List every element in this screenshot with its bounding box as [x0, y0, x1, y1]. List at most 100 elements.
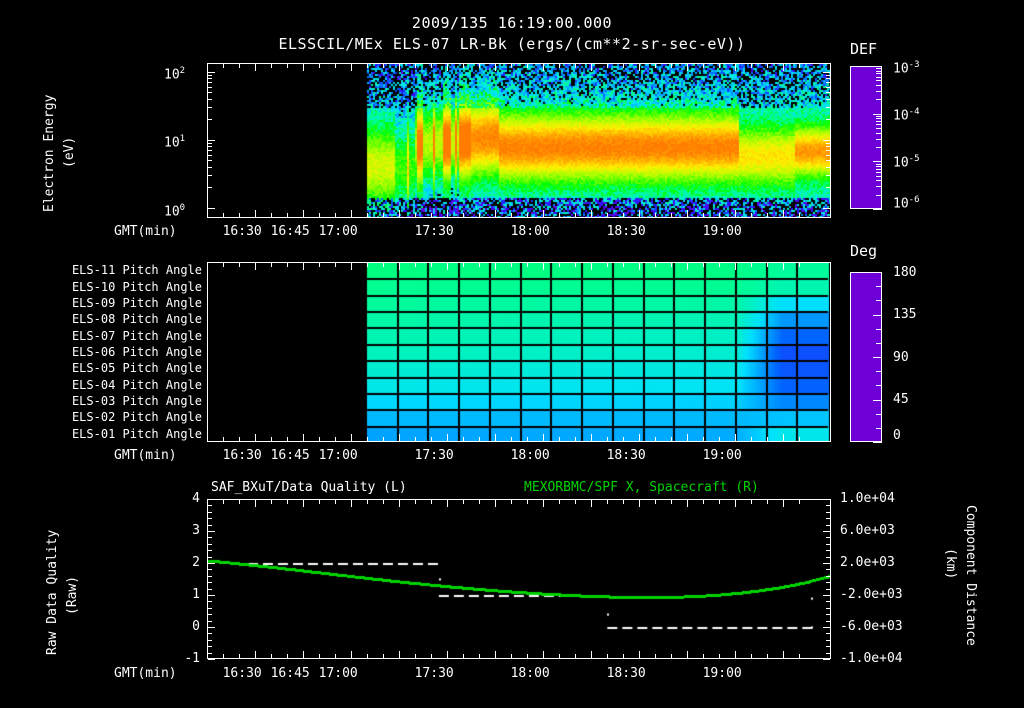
axis-tick	[271, 263, 272, 267]
axis-tick	[303, 210, 304, 217]
axis-tick	[208, 589, 212, 590]
colorbar1-label-2: 10-5	[893, 154, 920, 171]
axis-tick	[447, 500, 448, 507]
xtick-label: 17:00	[318, 448, 358, 463]
panel3-ytick-label: 3	[192, 523, 200, 538]
axis-tick	[826, 92, 830, 93]
pitch-angle-row-label: ELS-10 Pitch Angle	[71, 279, 202, 294]
axis-tick	[876, 286, 882, 287]
axis-tick	[303, 263, 304, 270]
axis-tick	[383, 213, 384, 217]
axis-tick	[208, 175, 212, 176]
panel3-ylabel: Raw Data Quality	[45, 529, 60, 655]
axis-tick	[719, 263, 720, 267]
axis-tick	[495, 434, 496, 441]
axis-tick	[876, 166, 882, 167]
axis-tick	[623, 500, 624, 504]
axis-tick	[335, 500, 336, 504]
axis-tick	[543, 64, 544, 71]
axis-tick	[876, 121, 882, 122]
axis-tick	[208, 576, 212, 577]
page-title-line1: 2009/135 16:19:00.000	[411, 14, 613, 32]
panel3-ytick-right-label: -2.0e+03	[840, 587, 903, 602]
axis-tick	[303, 434, 304, 441]
axis-tick	[208, 107, 212, 108]
pitch-angle-row-label: ELS-07 Pitch Angle	[71, 328, 202, 343]
axis-tick	[826, 537, 830, 538]
axis-tick	[319, 654, 320, 658]
axis-tick	[623, 654, 624, 658]
axis-tick	[223, 263, 224, 267]
axis-tick	[876, 124, 882, 125]
axis-tick	[335, 437, 336, 441]
axis-tick	[607, 64, 608, 68]
axis-tick	[271, 500, 272, 504]
axis-tick	[383, 263, 384, 267]
panel3-ytick-label: 1	[192, 587, 200, 602]
axis-tick	[463, 437, 464, 441]
axis-tick	[287, 500, 288, 504]
axis-tick	[655, 213, 656, 217]
page-title-line2: ELSSCIL/MEx ELS-07 LR-Bk (ergs/(cm**2-sr…	[278, 35, 746, 53]
axis-tick	[271, 213, 272, 217]
axis-tick	[623, 263, 624, 267]
axis-tick	[239, 213, 240, 217]
pitch-angle-panel[interactable]	[207, 262, 831, 442]
axis-tick	[703, 654, 704, 658]
axis-tick	[208, 140, 215, 141]
axis-tick	[655, 64, 656, 68]
xtick-label: 18:30	[606, 448, 646, 463]
axis-tick	[767, 500, 768, 504]
colorbar1-title: DEF	[850, 40, 878, 58]
axis-tick	[873, 114, 882, 115]
axis-tick	[208, 146, 212, 147]
axis-tick	[399, 263, 400, 270]
axis-tick	[639, 263, 640, 270]
axis-tick	[335, 263, 336, 267]
axis-tick	[527, 64, 528, 68]
axis-tick	[208, 525, 212, 526]
colorbar1-label-0: 10-3	[893, 60, 920, 77]
axis-tick	[826, 627, 830, 628]
electron-energy-spectrogram[interactable]	[207, 63, 831, 218]
axis-tick	[767, 213, 768, 217]
axis-tick	[687, 651, 688, 658]
axis-tick	[208, 87, 212, 88]
axis-tick	[239, 654, 240, 658]
axis-tick	[751, 437, 752, 441]
axis-tick	[823, 140, 830, 141]
pitch-angle-row-label: ELS-01 Pitch Angle	[71, 426, 202, 441]
panel3-caption-right: MEXORBMC/SPF X, Spacecraft (R)	[524, 480, 759, 495]
axis-tick	[826, 82, 830, 83]
axis-tick	[826, 653, 830, 654]
axis-tick	[823, 499, 830, 500]
axis-tick	[208, 601, 212, 602]
data-quality-panel[interactable]	[207, 499, 831, 659]
colorbar2-title: Deg	[850, 242, 878, 260]
xtick-label: 19:00	[702, 666, 742, 681]
axis-tick	[823, 72, 830, 73]
colorbar2-label-90: 90	[893, 350, 909, 365]
colorbar2-label-135: 135	[893, 307, 917, 322]
pitch-angle-row-label: ELS-03 Pitch Angle	[71, 394, 202, 409]
axis-tick	[826, 167, 830, 168]
axis-tick	[255, 263, 256, 270]
axis-tick	[527, 437, 528, 441]
pitch-angle-row-label: ELS-08 Pitch Angle	[71, 312, 202, 327]
axis-tick	[703, 263, 704, 267]
axis-tick	[876, 343, 882, 344]
axis-tick	[287, 654, 288, 658]
axis-tick	[527, 213, 528, 217]
axis-tick	[223, 213, 224, 217]
axis-tick	[207, 210, 208, 217]
axis-tick	[703, 64, 704, 68]
axis-tick	[826, 531, 830, 532]
axis-tick	[208, 187, 212, 188]
axis-tick	[208, 563, 212, 564]
axis-tick	[207, 434, 208, 441]
axis-tick	[751, 213, 752, 217]
axis-tick	[783, 263, 784, 270]
axis-tick	[876, 71, 882, 72]
axis-tick	[826, 633, 830, 634]
axis-tick	[876, 80, 882, 81]
